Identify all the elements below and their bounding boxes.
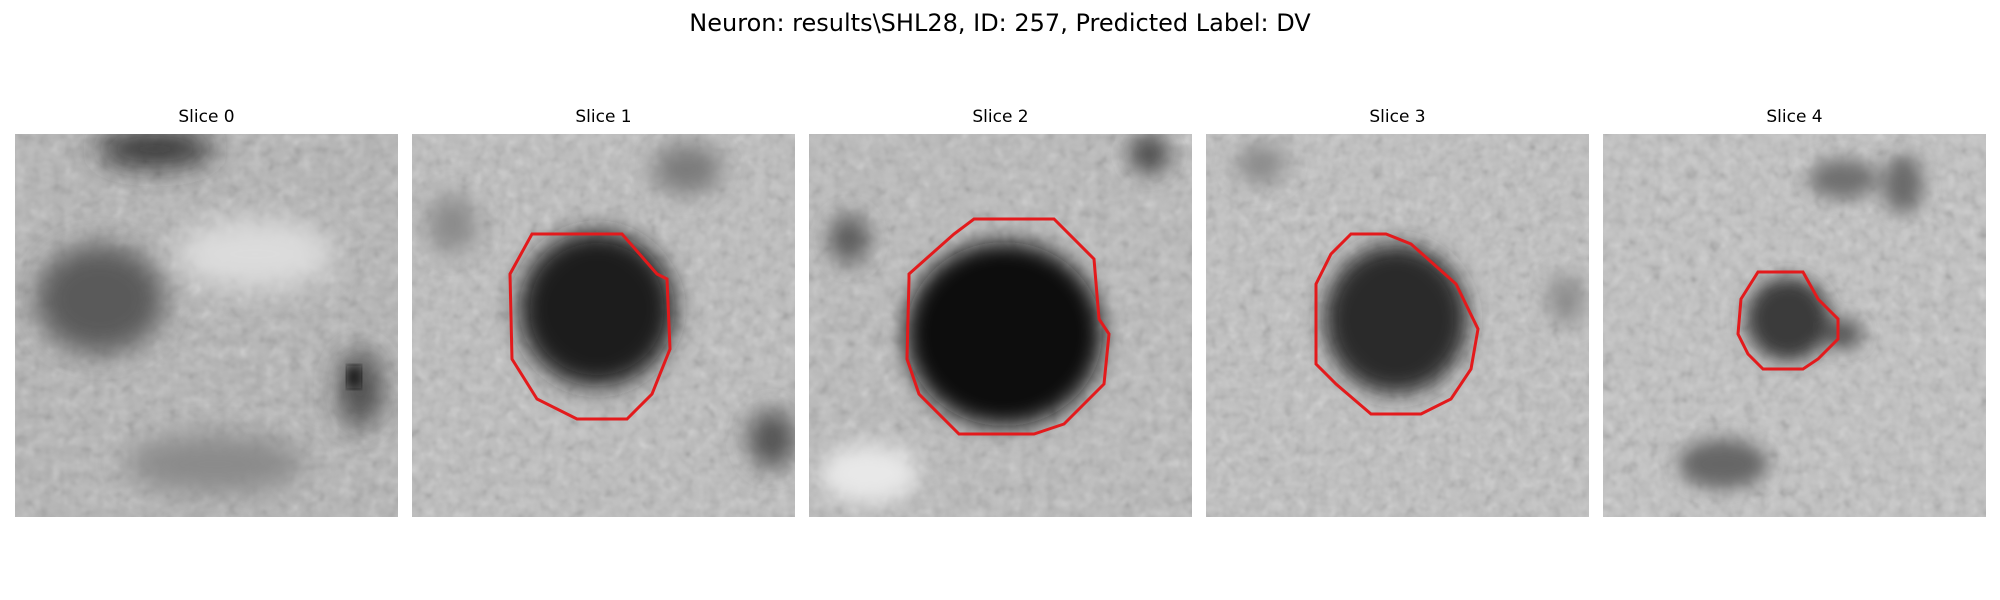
slice-image-4 [1603,134,1986,517]
slice-panel-0: Slice 0 [15,104,398,517]
segmentation-contour [508,232,672,421]
slice-panel-4: Slice 4 [1603,104,1986,517]
slice-title: Slice 2 [972,107,1029,127]
segmentation-contour [1736,270,1840,371]
slice-panel-2: Slice 2 [809,104,1192,517]
slice-title: Slice 4 [1766,107,1823,127]
slice-image-1 [412,134,795,517]
slice-image-2 [809,134,1192,517]
slice-image-0 [15,134,398,517]
segmentation-contour [905,217,1111,436]
slice-panel-3: Slice 3 [1206,104,1589,517]
slice-title: Slice 3 [1369,107,1426,127]
segmentation-contour [1314,232,1480,416]
slice-image-3 [1206,134,1589,517]
slice-title: Slice 1 [575,107,632,127]
figure-title: Neuron: results\SHL28, ID: 257, Predicte… [689,9,1311,37]
slice-title: Slice 0 [178,107,235,127]
slice-panel-1: Slice 1 [412,104,795,517]
